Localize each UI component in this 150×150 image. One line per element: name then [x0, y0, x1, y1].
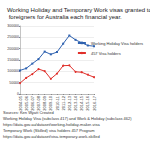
svg-text:2004-05: 2004-05: [18, 95, 23, 110]
svg-text:2008-09: 2008-09: [42, 95, 47, 110]
svg-text:Working Holiday Visa (subclass: Working Holiday Visa (subclass 417) and …: [3, 116, 132, 121]
svg-text:https://data.gov.au/dataset/vi: https://data.gov.au/dataset/visa-tempora…: [3, 134, 100, 139]
svg-text:2007-08: 2007-08: [36, 95, 41, 110]
svg-text:2012-13: 2012-13: [67, 95, 72, 110]
svg-text:2006-07: 2006-07: [30, 95, 35, 110]
svg-text:250000: 250000: [7, 35, 19, 39]
svg-text:2016-17: 2016-17: [92, 95, 97, 110]
svg-text:2011-12: 2011-12: [61, 95, 66, 110]
svg-text:2010-11: 2010-11: [55, 95, 60, 110]
svg-text:https://data.gov.au/dataset/wo: https://data.gov.au/dataset/working-holi…: [3, 122, 100, 127]
svg-text:300000: 300000: [7, 24, 19, 28]
svg-text:2005-06: 2005-06: [24, 95, 29, 110]
svg-text:Sources: Ken Wyatt Created: Sources: Ken Wyatt Created: [3, 109, 54, 115]
svg-text:150000: 150000: [7, 58, 19, 62]
svg-text:2013-14: 2013-14: [73, 95, 78, 110]
svg-text:100000: 100000: [7, 69, 19, 73]
svg-text:2015-16: 2015-16: [85, 95, 90, 110]
svg-text:Working Holiday and Temporary: Working Holiday and Temporary Work visas…: [7, 7, 150, 13]
svg-text:50000: 50000: [9, 81, 19, 85]
svg-text:foreigners for Australia each: foreigners for Australia each financial …: [7, 14, 122, 20]
svg-text:0: 0: [17, 92, 19, 96]
svg-text:2014-15: 2014-15: [79, 95, 84, 110]
svg-text:457 Visa holders: 457 Visa holders: [91, 51, 121, 56]
svg-text:2009-10: 2009-10: [48, 95, 53, 110]
svg-text:200000: 200000: [7, 47, 19, 51]
svg-text:Temporary Work (Skilled) visa: Temporary Work (Skilled) visa holders 45…: [3, 128, 95, 133]
svg-text:Working Holiday Visa holders: Working Holiday Visa holders: [91, 41, 143, 46]
